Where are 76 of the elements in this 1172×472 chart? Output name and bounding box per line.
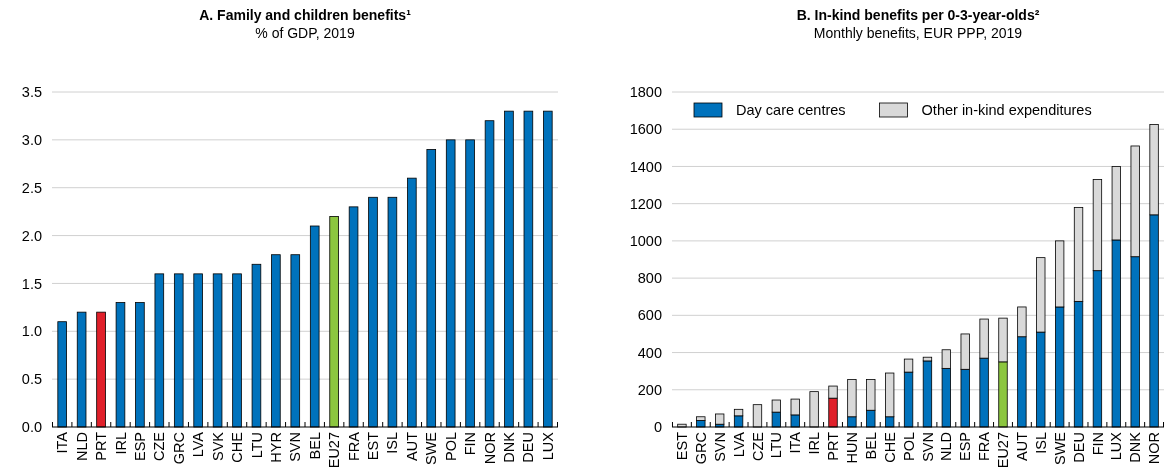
y-tick-label: 1000 bbox=[629, 232, 662, 249]
x-tick-label: LVA bbox=[190, 431, 207, 458]
x-tick-label: FIN bbox=[1089, 432, 1106, 456]
x-tick-label: IRL bbox=[112, 432, 129, 455]
x-tick-label: ESP bbox=[957, 432, 974, 462]
x-tick-label: AUT bbox=[403, 431, 420, 461]
x-tick-label: ESP bbox=[131, 432, 148, 462]
y-tick-label: 1.0 bbox=[21, 323, 42, 340]
x-tick-label: BEL bbox=[306, 432, 323, 460]
chart-title: B. In-kind benefits per 0-3-year-olds² bbox=[796, 7, 1040, 23]
x-tick-label: LTU bbox=[248, 432, 265, 459]
x-tick-label: GRC bbox=[170, 432, 187, 465]
y-tick-label: 1.5 bbox=[21, 275, 42, 292]
x-tick-label: FRA bbox=[976, 431, 993, 461]
x-tick-label: FRA bbox=[345, 431, 362, 461]
x-tick-label: SVN bbox=[919, 432, 936, 462]
y-tick-label: 1400 bbox=[629, 158, 662, 175]
x-tick-label: DNK bbox=[501, 431, 518, 463]
x-tick-label: CZE bbox=[749, 431, 766, 461]
y-tick-label: 2.5 bbox=[21, 179, 42, 196]
x-tick-label: SWE bbox=[1051, 431, 1068, 466]
x-tick-label: ISL bbox=[1032, 432, 1049, 454]
y-tick-label: 1600 bbox=[629, 121, 662, 138]
x-tick-label: PRT bbox=[93, 431, 110, 461]
y-tick-label: 0 bbox=[653, 419, 662, 436]
y-tick-label: 0.5 bbox=[21, 371, 42, 388]
chart-title: A. Family and children benefits¹ bbox=[199, 7, 412, 23]
x-tick-label: SVN bbox=[711, 432, 728, 462]
x-tick-label: LVA bbox=[730, 431, 747, 458]
x-tick-label: CZE bbox=[151, 431, 168, 461]
y-tick-label: 400 bbox=[637, 344, 662, 361]
x-tick-label: AUT bbox=[1013, 431, 1030, 461]
x-tick-label: BEL bbox=[862, 432, 879, 460]
x-tick-label: EU27 bbox=[326, 432, 343, 469]
x-tick-label: LUX bbox=[1108, 431, 1125, 461]
legend-label: Day care centres bbox=[736, 102, 846, 118]
y-tick-label: 3.0 bbox=[21, 131, 42, 148]
x-tick-label: LUX bbox=[539, 431, 556, 461]
x-tick-label: EU27 bbox=[995, 432, 1012, 469]
x-tick-label: NLD bbox=[938, 432, 955, 462]
chart-subtitle: % of GDP, 2019 bbox=[255, 25, 355, 41]
x-tick-label: LTU bbox=[768, 432, 785, 459]
x-tick-label: POL bbox=[900, 432, 917, 462]
y-tick-label: 600 bbox=[637, 307, 662, 324]
y-tick-label: 0.0 bbox=[21, 419, 42, 436]
x-tick-label: ITA bbox=[787, 431, 804, 454]
x-tick-label: ITA bbox=[54, 431, 71, 454]
x-tick-label: POL bbox=[442, 432, 459, 462]
x-tick-label: CHE bbox=[881, 431, 898, 463]
x-tick-label: CHE bbox=[229, 431, 246, 463]
x-tick-label: EST bbox=[673, 431, 690, 461]
y-tick-label: 3.5 bbox=[21, 84, 42, 101]
y-tick-label: 1200 bbox=[629, 195, 662, 212]
y-tick-label: 2.0 bbox=[21, 227, 42, 244]
x-tick-label: ISL bbox=[384, 432, 401, 454]
x-tick-label: DNK bbox=[1127, 431, 1144, 463]
x-tick-label: NOR bbox=[481, 432, 498, 465]
x-tick-label: HUN bbox=[843, 432, 860, 464]
x-tick-label: NOR bbox=[1146, 432, 1163, 465]
y-tick-label: 800 bbox=[637, 270, 662, 287]
x-tick-label: GRC bbox=[692, 432, 709, 465]
x-tick-label: PRT bbox=[825, 431, 842, 461]
x-tick-label: IRL bbox=[806, 432, 823, 455]
x-tick-label: FIN bbox=[462, 432, 479, 456]
x-tick-label: DEU bbox=[520, 432, 537, 463]
x-tick-label: SWE bbox=[423, 431, 440, 466]
x-tick-label: SVN bbox=[287, 432, 304, 462]
x-tick-label: EST bbox=[365, 431, 382, 461]
y-tick-label: 200 bbox=[637, 381, 662, 398]
x-tick-label: NLD bbox=[73, 432, 90, 462]
y-tick-label: 1800 bbox=[629, 84, 662, 101]
legend-label: Other in-kind expenditures bbox=[921, 102, 1092, 118]
x-tick-label: DEU bbox=[1070, 432, 1087, 463]
chart-subtitle: Monthly benefits, EUR PPP, 2019 bbox=[813, 25, 1023, 41]
x-tick-label: SVK bbox=[209, 431, 226, 462]
x-tick-label: HYR bbox=[267, 432, 284, 463]
